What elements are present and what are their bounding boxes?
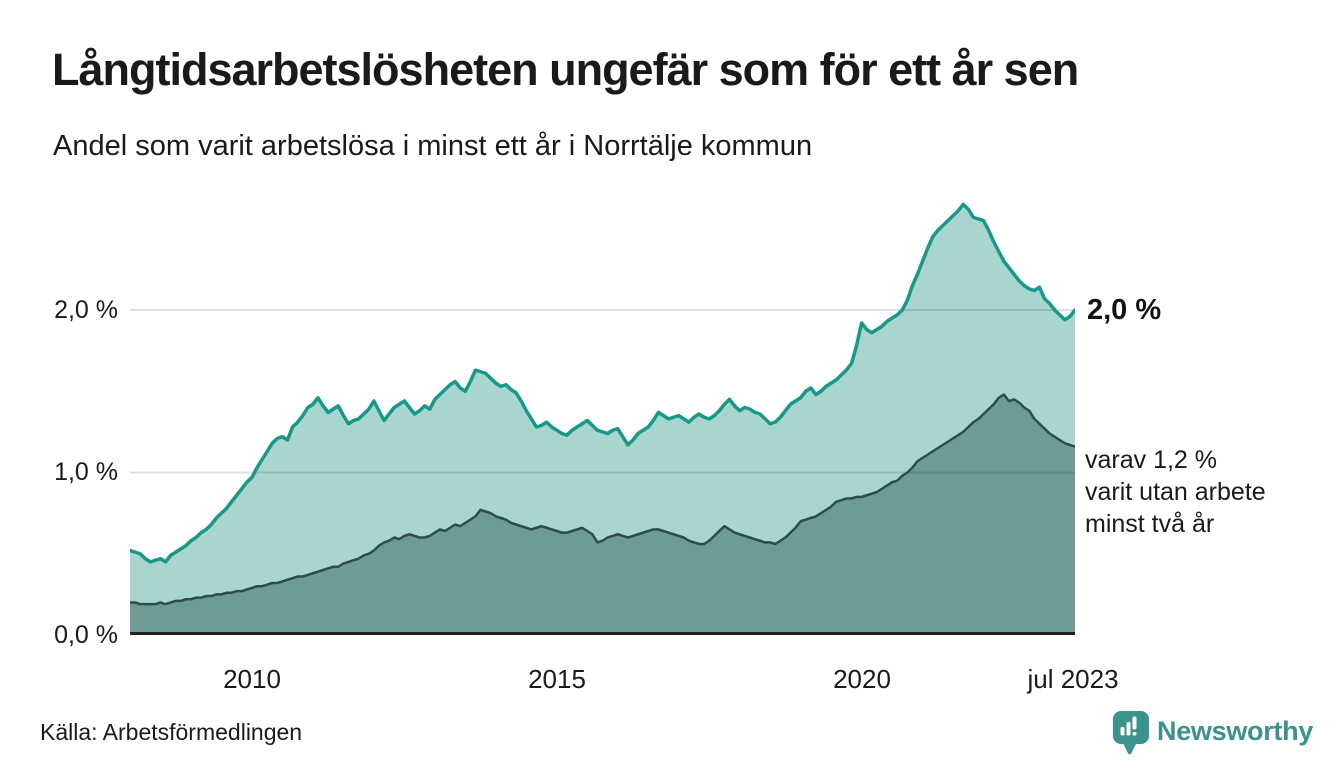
series2-end-note-line3: minst två år bbox=[1085, 510, 1215, 538]
newsworthy-logo: Newsworthy bbox=[1112, 710, 1314, 756]
x-axis-tick-2010: 2010 bbox=[223, 664, 281, 694]
exclamation-dot bbox=[1132, 732, 1137, 736]
bar-medium bbox=[1126, 722, 1131, 736]
newsworthy-wordmark: Newsworthy bbox=[1157, 716, 1314, 746]
series-line-0 bbox=[130, 202, 1075, 564]
page-title: Långtidsarbetslösheten ungefär som för e… bbox=[52, 44, 1079, 95]
y-axis-tick-1: 1,0 % bbox=[54, 458, 118, 486]
bar-small bbox=[1120, 727, 1125, 736]
y-axis-tick-2: 2,0 % bbox=[54, 296, 118, 324]
series2-end-note: varav 1,2 % varit utan arbete minst två … bbox=[1085, 444, 1266, 540]
bubble-shape bbox=[1113, 711, 1149, 755]
y-axis-tick-0: 0,0 % bbox=[54, 621, 118, 649]
exclamation-bar bbox=[1132, 716, 1137, 730]
series2-end-note-line2: varit utan arbete bbox=[1085, 478, 1266, 506]
page-subtitle: Andel som varit arbetslösa i minst ett å… bbox=[53, 130, 813, 162]
newsworthy-bubble-icon bbox=[1113, 711, 1149, 755]
series-area-1 bbox=[130, 394, 1075, 635]
series2-end-note-line1: varav 1,2 % bbox=[1085, 446, 1218, 474]
x-axis-tick-jul-2023: jul 2023 bbox=[1027, 664, 1119, 694]
x-axis-tick-2020: 2020 bbox=[833, 664, 891, 694]
area-chart-plot bbox=[130, 202, 1075, 635]
source-caption: Källa: Arbetsförmedlingen bbox=[40, 719, 303, 745]
series-line-1 bbox=[130, 393, 1075, 606]
series1-end-value-label: 2,0 % bbox=[1087, 294, 1162, 326]
x-axis-tick-2015: 2015 bbox=[528, 664, 586, 694]
